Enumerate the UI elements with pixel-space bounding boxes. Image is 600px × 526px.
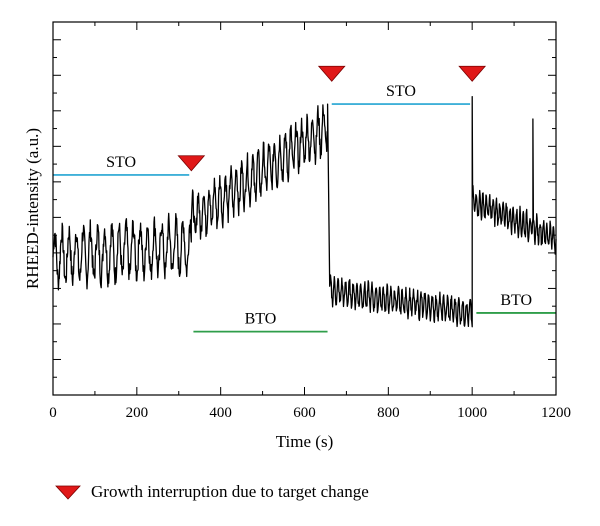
sto-segment-label: STO [386, 83, 416, 100]
red-triangle-icon [55, 485, 81, 500]
axis-ticks: 0 200 400 600 800 1000 1200 [49, 22, 571, 421]
x-tick-label: 600 [293, 405, 316, 421]
bto-segment-label: BTO [245, 311, 277, 328]
interruption-marker [177, 155, 206, 172]
x-tick-label: 400 [209, 405, 232, 421]
rheed-trace [52, 95, 557, 328]
interruption-marker [458, 65, 487, 82]
x-tick-label: 200 [126, 405, 149, 421]
x-tick-label: 1000 [457, 405, 487, 421]
x-tick-label: 0 [49, 405, 57, 421]
x-tick-label: 1200 [541, 405, 571, 421]
x-tick-label: 800 [377, 405, 400, 421]
interruption-marker [317, 65, 346, 82]
legend: Growth interruption due to target change [55, 482, 369, 502]
plot-area: STO BTO STO BTO [52, 65, 557, 333]
y-axis-title: RHEED-intensity (a.u.) [23, 128, 42, 289]
sto-segment-label: STO [106, 154, 136, 171]
rheed-chart: STO BTO STO BTO 0 200 400 600 800 1000 1200 Time … [23, 21, 571, 451]
x-axis-title: Time (s) [276, 432, 333, 451]
bto-segment-label: BTO [500, 292, 532, 309]
legend-text: Growth interruption due to target change [91, 482, 369, 501]
